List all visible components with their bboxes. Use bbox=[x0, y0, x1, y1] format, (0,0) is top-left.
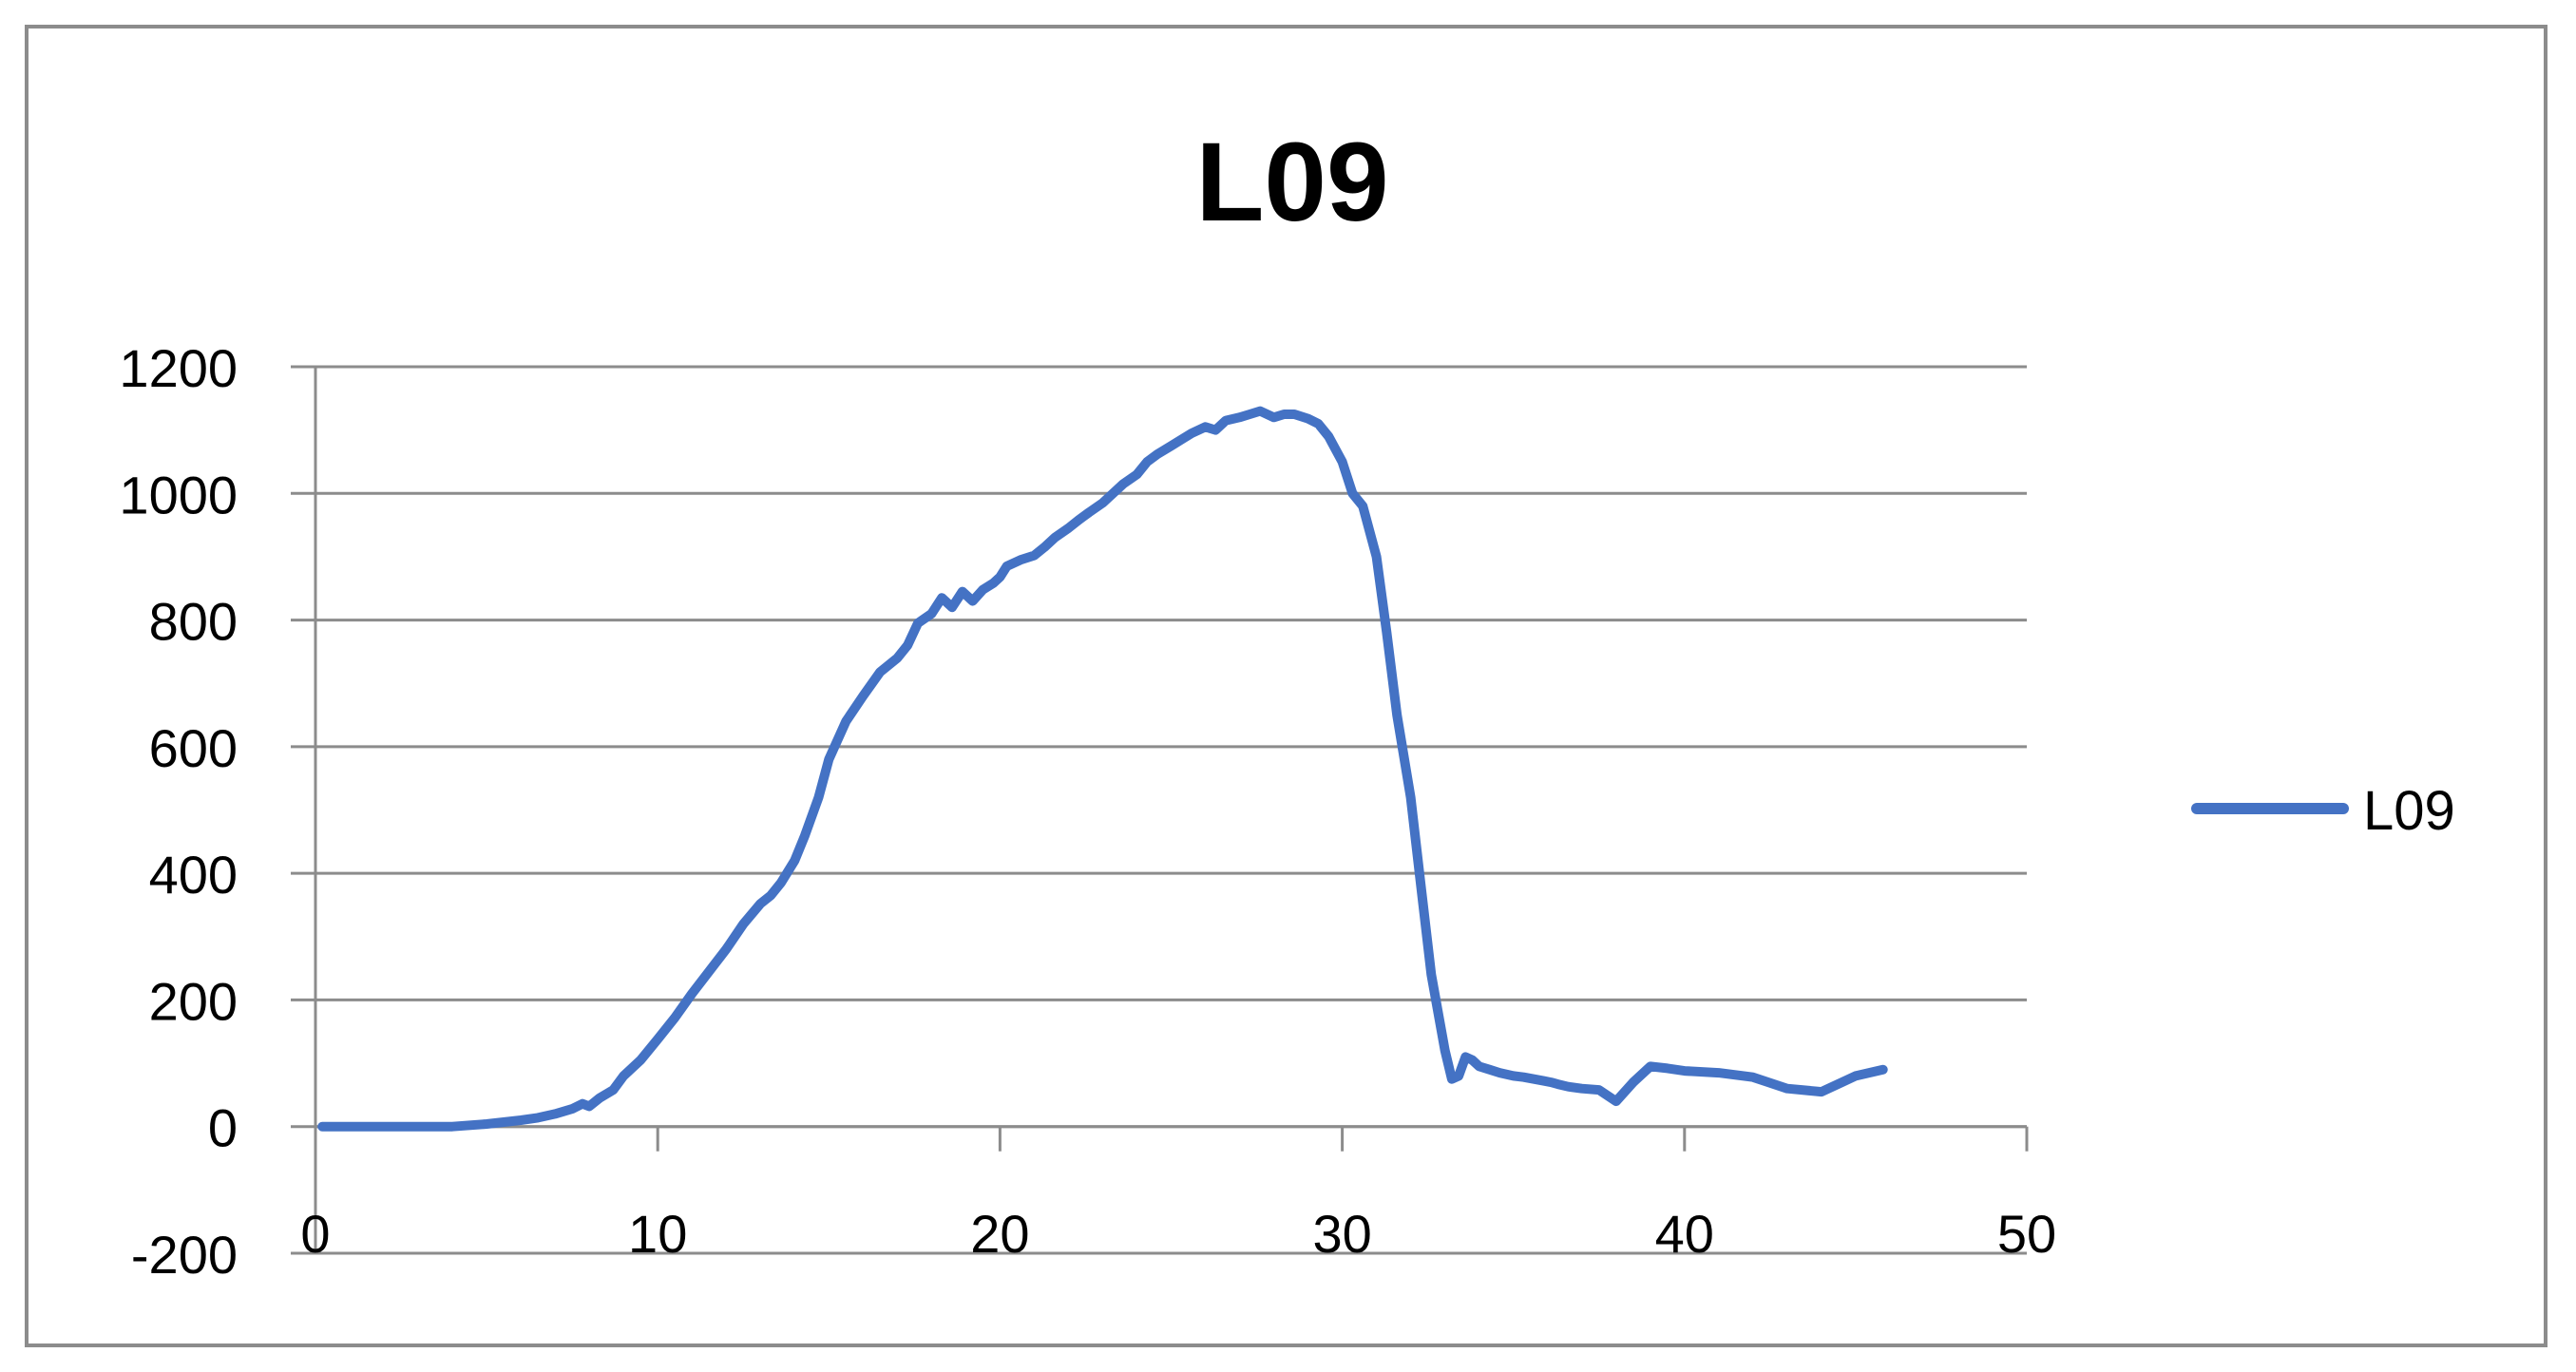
y-tick-label-6: 1000 bbox=[119, 465, 238, 524]
y-tick-label-5: 800 bbox=[149, 592, 238, 652]
y-tick-label-2: 200 bbox=[149, 971, 238, 1031]
chart-title: L09 bbox=[1195, 120, 1388, 245]
x-tick-label-1: 10 bbox=[628, 1204, 687, 1264]
legend: L09 bbox=[2191, 780, 2455, 842]
x-tick-label-0: 0 bbox=[300, 1204, 330, 1264]
legend-label: L09 bbox=[2363, 780, 2455, 842]
series-layer bbox=[317, 406, 1888, 1132]
y-tick-label-4: 600 bbox=[149, 718, 238, 778]
x-tick-label-2: 20 bbox=[970, 1204, 1029, 1264]
x-tick-label-3: 30 bbox=[1312, 1204, 1371, 1264]
y-tick-label-0: -200 bbox=[131, 1225, 238, 1285]
y-tick-label-7: 1200 bbox=[119, 338, 238, 398]
axis-layer: -200 0 200 400 600 800 1000 1200 0 10 20 30 40 50 bbox=[119, 338, 2056, 1285]
y-tick-label-1: 0 bbox=[208, 1098, 238, 1158]
series-line-l09 bbox=[317, 406, 1888, 1132]
y-tick-label-3: 400 bbox=[149, 845, 238, 905]
x-tick-label-5: 50 bbox=[1997, 1204, 2056, 1264]
x-tick-label-4: 40 bbox=[1655, 1204, 1714, 1264]
